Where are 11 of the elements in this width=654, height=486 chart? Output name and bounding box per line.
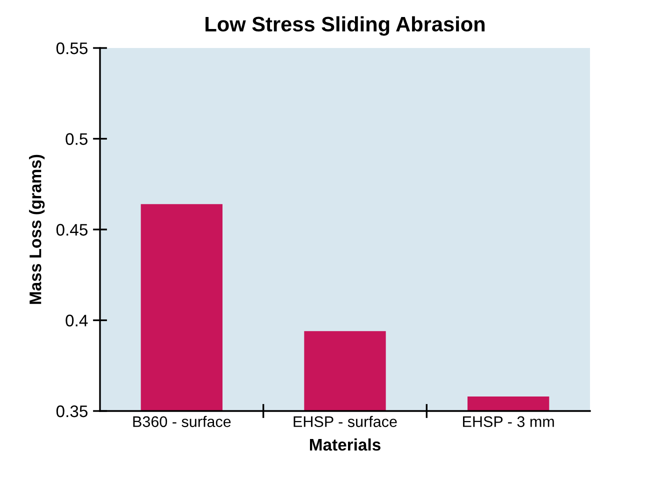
x-tick-label: EHSP - 3 mm bbox=[463, 416, 554, 428]
y-tick-label: 0.5 bbox=[66, 133, 88, 145]
x-tick-label: EHSP - surface bbox=[294, 416, 397, 428]
y-tick-label: 0.4 bbox=[66, 314, 88, 326]
y-tick-label: 0.35 bbox=[56, 405, 88, 418]
y-tick-label: 0.55 bbox=[56, 42, 88, 54]
chart-title: Low Stress Sliding Abrasion bbox=[206, 16, 485, 36]
x-axis-title: Materials bbox=[310, 438, 380, 451]
y-tick-label: 0.45 bbox=[56, 224, 88, 236]
y-axis-title: Mass Loss (grams) bbox=[29, 154, 45, 304]
x-tick-label: B360 - surface bbox=[133, 416, 231, 428]
